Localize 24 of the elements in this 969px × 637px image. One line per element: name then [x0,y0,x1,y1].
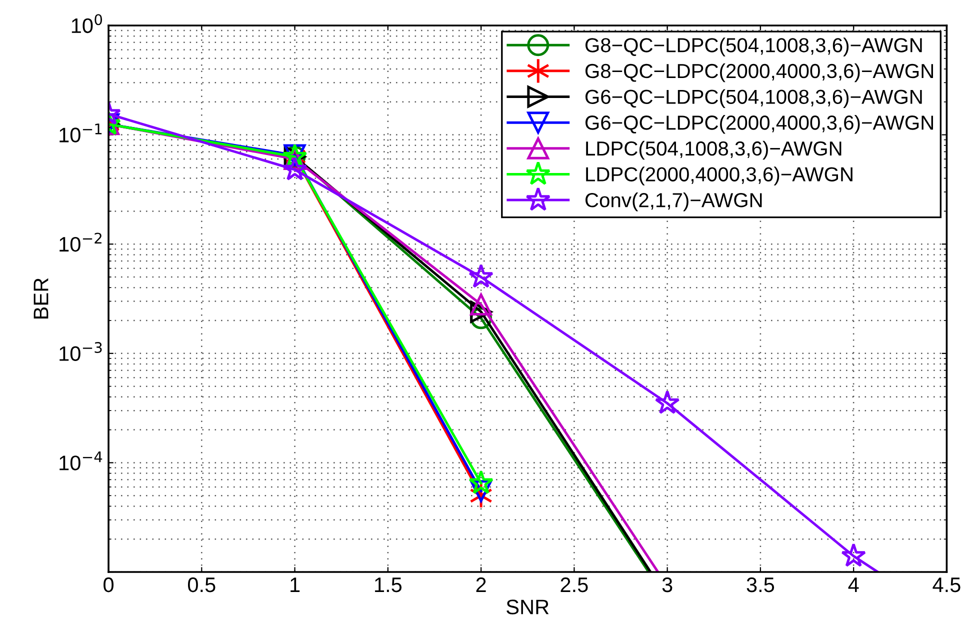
y-tick-label: 10$^{−4}$ [60,452,102,470]
legend-label: LDPC(504,1008,3,6)−AWGN [586,140,842,160]
legend-label: G6−QC−LDPC(504,1008,3,6)−AWGN [585,89,922,108]
legend-label: Conv(2,1,7)−AWGN [585,192,762,212]
legend-label: G8−QC−LDPC(2000,4000,3,6)−AWGN [585,63,933,82]
x-axis-title: SNR [506,600,549,614]
x-tick-label: 2.5 [560,577,588,592]
y-tick-label: 10$^{−2}$ [60,232,102,252]
x-tick-label: 0.5 [188,577,216,592]
x-tick-label: 1.5 [375,578,402,592]
x-tick-label: 2 [476,577,486,592]
y-tick-label: 10$^{0}$ [72,14,102,34]
x-tick-label: 4 [848,578,859,592]
x-tick-label: 0 [104,577,114,592]
x-tick-label: 3.5 [746,577,774,592]
x-tick-label: 3 [662,577,672,592]
legend-label: G6−QC−LDPC(2000,4000,3,6)−AWGN [585,115,933,134]
legend-label: LDPC(2000,4000,3,6)−AWGN [586,166,852,186]
y-axis-title: BER [34,278,48,318]
x-tick-label: 4.5 [932,578,960,592]
legend-label: G8−QC−LDPC(504,1008,3,6)−AWGN [585,38,922,56]
y-tick-label: 10$^{−3}$ [60,342,102,361]
y-tick-label: 10$^{−1}$ [60,124,102,142]
x-tick-label: 1 [290,578,300,592]
